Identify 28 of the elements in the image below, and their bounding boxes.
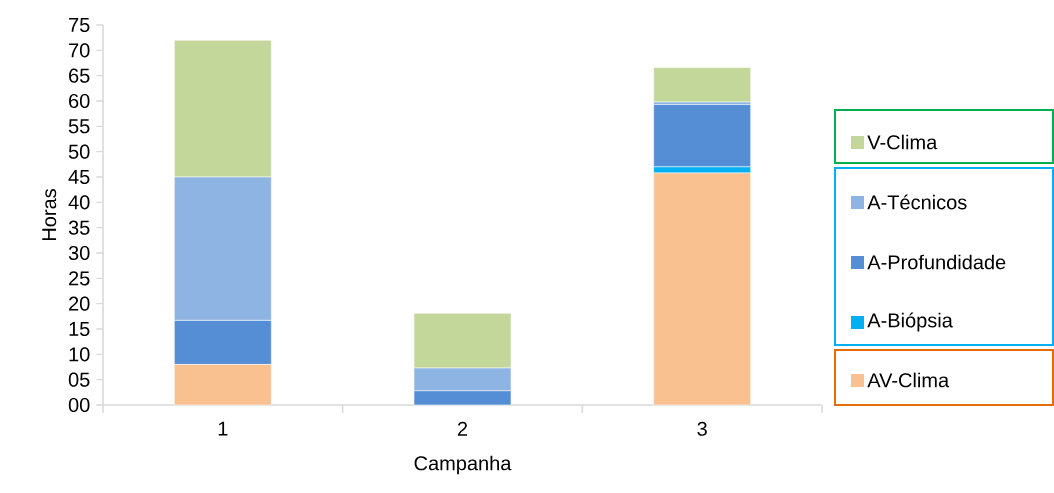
bar	[653, 67, 751, 103]
y-tick-label: 05	[68, 372, 90, 387]
x-tick-label: 2	[457, 421, 468, 436]
legend-label: A-Técnicos	[867, 194, 967, 210]
y-tick-label: 55	[68, 119, 90, 134]
y-axis-title: Horas	[42, 189, 57, 241]
y-tick-label: 50	[68, 144, 90, 159]
legend-label: V-Clima	[867, 134, 938, 150]
y-tick-label: 75	[69, 18, 90, 32]
legend-label: A-Profundidade	[867, 254, 1006, 270]
bar	[653, 104, 751, 168]
y-tick-label: 45	[68, 170, 90, 184]
y-tick-label: 40	[68, 195, 90, 210]
x-tick-label: 3	[697, 421, 707, 436]
legend-label: AV-Clima	[867, 372, 950, 388]
x-tick-label: 1	[218, 421, 228, 436]
y-tick-label: 00	[68, 397, 90, 413]
y-tick-label: 30	[68, 245, 90, 261]
y-tick-label: 60	[69, 93, 90, 109]
y-tick-label: 35	[68, 220, 90, 235]
y-tick-label: 25	[69, 271, 90, 286]
y-tick-label: 65	[69, 68, 90, 83]
x-axis-title: Campanha	[414, 455, 512, 475]
y-tick-label: 15	[69, 322, 90, 336]
y-tick-label: 70	[69, 43, 90, 58]
y-tick-label: 10	[69, 347, 90, 362]
legend-label: A-Biópsia	[867, 312, 953, 332]
y-tick-label: 20	[69, 296, 90, 311]
